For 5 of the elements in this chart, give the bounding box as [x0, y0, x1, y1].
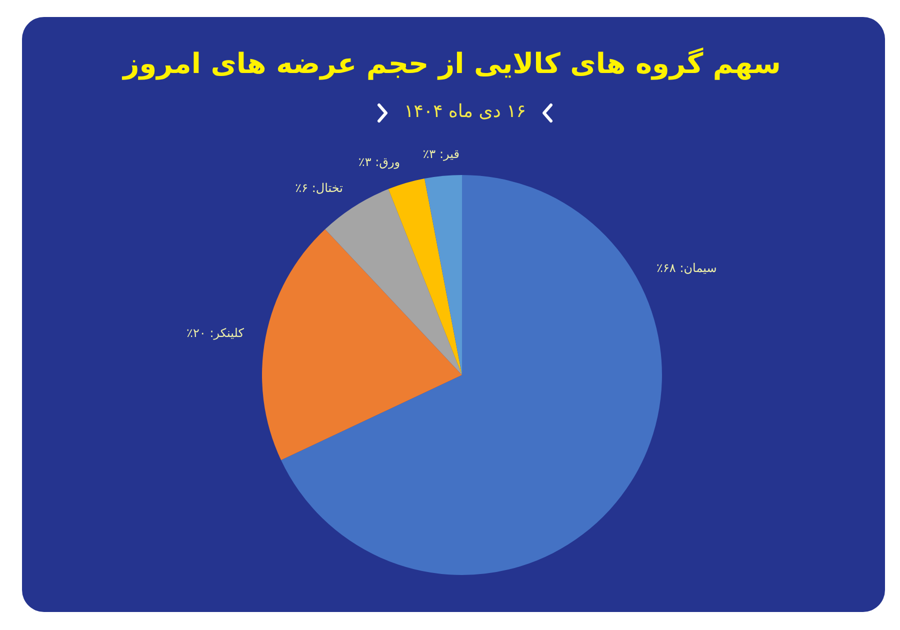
subtitle: ۱۶ دی ماه ۱۴۰۴: [404, 101, 526, 123]
pie-slice: [388, 178, 462, 375]
pie-slice: [424, 175, 462, 375]
title: سهم گروه های کالایی از حجم عرضه های امروز: [123, 47, 781, 81]
pie-slice: [262, 229, 462, 460]
